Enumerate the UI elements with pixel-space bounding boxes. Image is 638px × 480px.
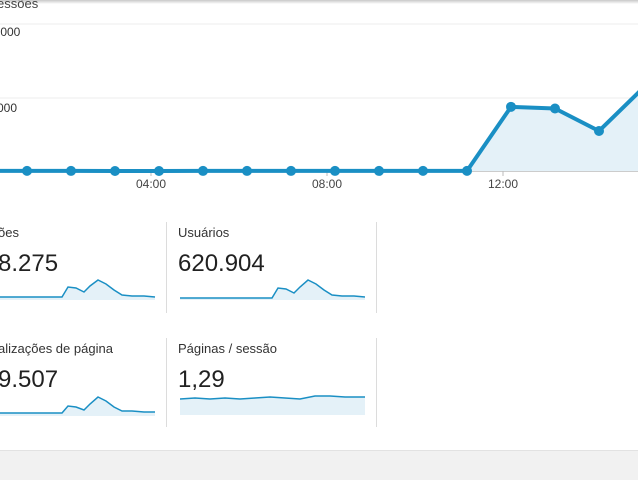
x-tick-label: 04:00 (135, 177, 167, 191)
metric-value: 620.904 (178, 250, 265, 277)
data-point[interactable] (198, 165, 208, 176)
data-point[interactable] (110, 166, 120, 176)
data-point[interactable] (462, 165, 472, 176)
series-area (0, 92, 638, 171)
sparkline (180, 395, 365, 415)
chart-plot (0, 23, 638, 176)
sparkline (180, 279, 365, 300)
metric-label: Usuários (178, 225, 230, 240)
metric-label: Páginas / sessão (178, 341, 278, 356)
data-point[interactable] (22, 165, 32, 176)
data-point[interactable] (154, 166, 164, 176)
metric-value: 8.275 (0, 250, 59, 277)
data-point[interactable] (506, 101, 516, 112)
y-tick-label: .000 (0, 25, 21, 39)
x-tick-label: 08:00 (311, 177, 343, 191)
card-divider (376, 338, 377, 427)
legend-label: essões (0, 0, 39, 11)
sparkline (0, 396, 155, 416)
card-divider (166, 338, 167, 427)
footer-band (0, 450, 638, 480)
metric-value: 1,29 (178, 366, 225, 393)
metric-value: 9.507 (0, 366, 59, 393)
y-tick-label: 000 (0, 101, 18, 115)
data-point[interactable] (330, 165, 340, 176)
metric-label: ões (0, 225, 19, 240)
data-point[interactable] (418, 165, 428, 176)
data-point[interactable] (242, 165, 252, 176)
x-tick-label: 12:00 (487, 177, 519, 191)
metric-label: alizações de página (0, 341, 113, 356)
data-point[interactable] (66, 165, 76, 176)
top-shadow (0, 0, 638, 4)
sparkline (0, 279, 156, 300)
series-layer (0, 90, 638, 176)
card-divider (166, 222, 167, 313)
card-divider (376, 222, 377, 313)
series-line (0, 90, 638, 173)
sessions-chart: essões .000 000 04:00 08:00 12:00 (0, 0, 638, 200)
data-point[interactable] (550, 103, 560, 114)
data-point[interactable] (594, 125, 604, 136)
data-point[interactable] (286, 165, 296, 176)
data-point[interactable] (374, 165, 384, 176)
